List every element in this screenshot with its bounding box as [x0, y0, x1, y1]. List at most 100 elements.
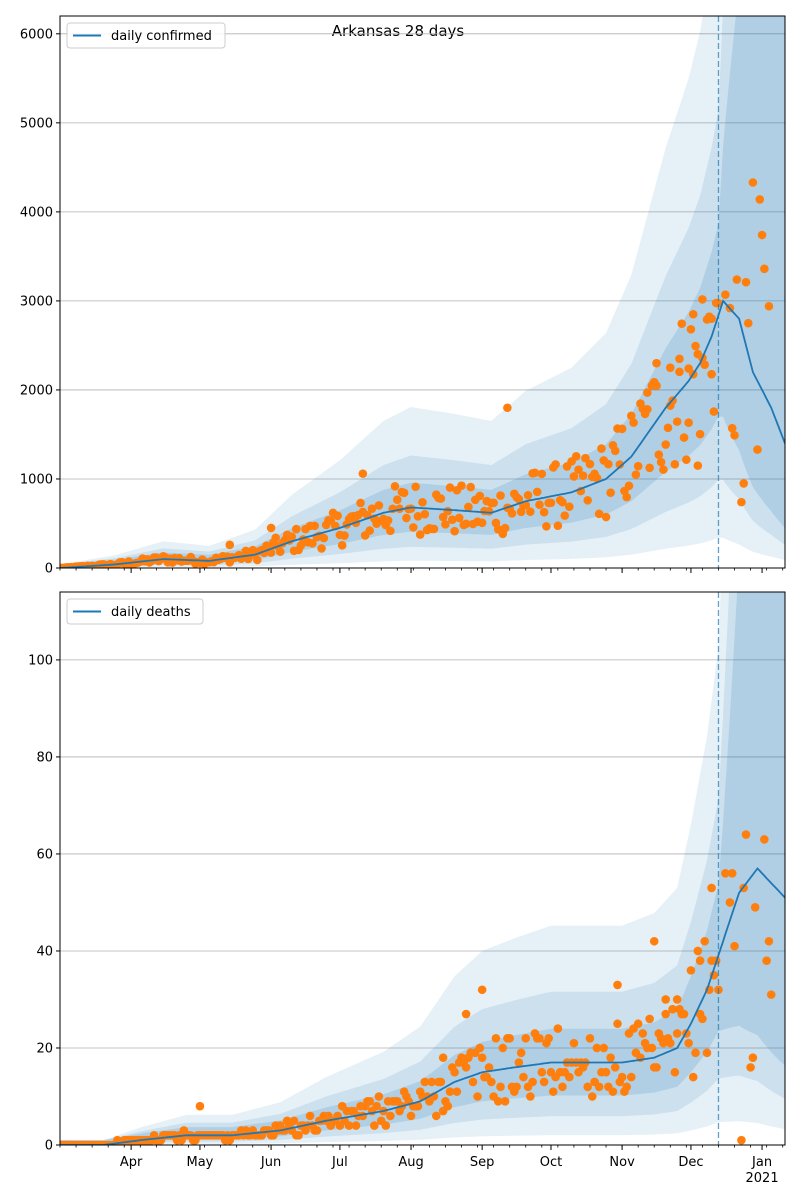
data-point — [553, 1024, 563, 1033]
data-point — [275, 547, 285, 557]
data-point — [730, 941, 739, 951]
data-point — [429, 524, 439, 534]
data-point — [741, 277, 751, 287]
data-point — [333, 511, 342, 521]
data-point — [679, 433, 689, 442]
data-point — [613, 1019, 622, 1029]
uncertainty-band-2 — [60, 16, 785, 568]
data-point — [732, 275, 742, 284]
data-point — [523, 491, 533, 500]
data-point — [537, 469, 547, 479]
data-point — [707, 883, 716, 893]
y-tick-label: 0 — [45, 1139, 53, 1154]
data-point — [450, 1067, 459, 1077]
data-point — [737, 1135, 746, 1145]
data-point — [438, 512, 448, 522]
data-point — [677, 319, 687, 329]
data-point — [370, 1121, 379, 1130]
data-point — [535, 1033, 544, 1043]
legend-box — [66, 22, 226, 49]
data-point — [413, 1101, 423, 1111]
data-point — [392, 495, 402, 504]
data-point — [475, 491, 485, 501]
data-point — [631, 470, 641, 479]
data-point — [622, 492, 631, 502]
data-point — [317, 544, 326, 553]
data-point — [367, 504, 377, 513]
x-tick-label: May — [187, 1155, 214, 1170]
data-point — [427, 1077, 436, 1087]
data-point — [702, 1048, 712, 1058]
data-point — [514, 494, 524, 504]
data-point — [292, 524, 301, 534]
data-point — [386, 1111, 395, 1121]
data-point — [475, 1043, 485, 1053]
data-point — [337, 541, 347, 550]
data-point — [670, 1067, 680, 1077]
data-point — [633, 461, 643, 471]
data-point — [693, 461, 703, 470]
data-point — [528, 1077, 537, 1087]
data-point — [571, 452, 581, 461]
data-point — [445, 483, 455, 492]
data-point — [390, 482, 400, 491]
data-point — [505, 1033, 514, 1043]
data-point — [684, 1038, 693, 1048]
data-point — [498, 1043, 508, 1053]
data-point — [691, 341, 700, 351]
data-point — [601, 512, 611, 522]
data-point — [633, 1019, 643, 1029]
data-point — [698, 295, 707, 304]
data-point — [748, 178, 758, 187]
data-point — [753, 445, 762, 454]
y-tick-label: 40 — [36, 944, 53, 959]
data-point — [289, 1116, 299, 1126]
x-tick-label: Oct — [540, 1155, 562, 1170]
data-point — [661, 1009, 670, 1019]
data-point — [344, 1121, 354, 1130]
data-point — [737, 497, 746, 507]
x-tick-label: Aug — [398, 1155, 423, 1170]
data-point — [539, 507, 549, 517]
data-point — [560, 511, 570, 520]
data-point — [537, 1067, 547, 1077]
x-tick-label: Jul — [331, 1155, 348, 1170]
data-point — [448, 515, 457, 525]
data-point — [496, 491, 505, 500]
data-point — [585, 459, 595, 469]
data-point — [512, 1082, 521, 1092]
data-point — [526, 507, 535, 517]
data-point — [411, 482, 420, 492]
data-point — [691, 1048, 700, 1058]
data-point — [420, 1077, 430, 1087]
data-point — [443, 506, 453, 516]
data-point — [617, 1072, 627, 1082]
data-point — [675, 354, 684, 364]
data-point — [491, 1033, 501, 1043]
data-point — [409, 523, 418, 532]
data-point — [679, 1009, 689, 1019]
data-point — [452, 1087, 462, 1096]
data-point — [665, 1038, 675, 1048]
data-point — [647, 1043, 657, 1053]
data-point — [755, 195, 765, 204]
data-point — [748, 1053, 758, 1062]
data-point — [489, 498, 498, 508]
data-point — [287, 532, 297, 541]
data-point — [672, 995, 682, 1004]
data-point — [645, 463, 654, 473]
data-point — [714, 298, 723, 308]
data-point — [606, 488, 615, 497]
data-point — [585, 1033, 595, 1043]
y-tick-label: 1000 — [20, 472, 53, 487]
data-point — [461, 1009, 471, 1019]
data-point — [764, 301, 774, 311]
data-point — [725, 898, 735, 907]
data-point — [643, 388, 652, 397]
data-point — [521, 500, 531, 510]
legend: daily confirmed — [66, 22, 226, 49]
data-point — [406, 504, 416, 513]
data-point — [592, 473, 602, 483]
data-point — [500, 1097, 510, 1106]
data-point — [539, 1077, 549, 1087]
